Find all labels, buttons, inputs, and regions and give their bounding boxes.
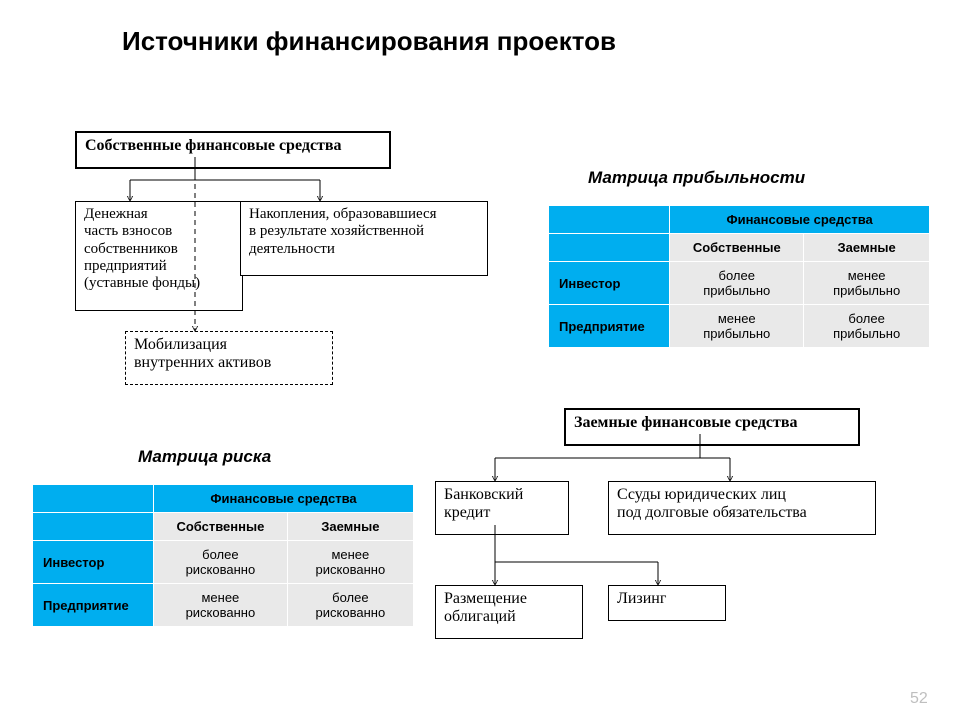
box-savings: Накопления, образовавшиесяв результате х… xyxy=(240,201,488,276)
matrix-risk-title: Матрица риска xyxy=(138,447,271,467)
page-number: 52 xyxy=(910,690,928,708)
box-borrowed-funds: Заемные финансовые средства xyxy=(564,408,860,446)
box-own-funds: Собственные финансовые средства xyxy=(75,131,391,169)
matrix-profit: Финансовые средства СобственныеЗаемные И… xyxy=(548,205,930,348)
matrix-risk: Финансовые средства СобственныеЗаемные И… xyxy=(32,484,414,627)
box-leasing: Лизинг xyxy=(608,585,726,621)
box-loans: Ссуды юридических лицпод долговые обязат… xyxy=(608,481,876,535)
box-bonds: Размещениеоблигаций xyxy=(435,585,583,639)
box-bank-credit: Банковскийкредит xyxy=(435,481,569,535)
box-contributions: Денежнаячасть взносовсобственниковпредпр… xyxy=(75,201,243,311)
page-title: Источники финансирования проектов xyxy=(122,26,616,57)
box-mobilization: Мобилизациявнутренних активов xyxy=(125,331,333,385)
matrix-profit-title: Матрица прибыльности xyxy=(588,168,805,188)
